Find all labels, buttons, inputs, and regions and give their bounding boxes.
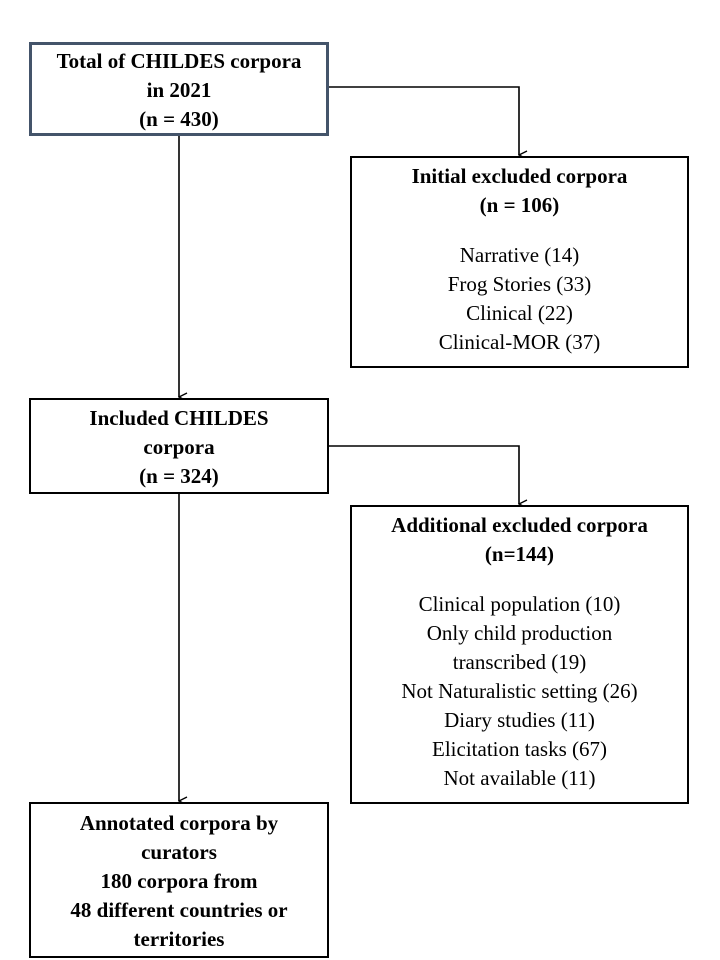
included-corpora-box: Included CHILDES corpora (n = 324) [29,398,329,494]
initial-excluded-box: Initial excluded corpora (n = 106) Narra… [350,156,689,368]
annotated-box-line: Annotated corpora by [79,811,279,835]
included-box-line: corpora [143,435,215,459]
additional-excluded-item: Not available (11) [443,766,596,790]
total-corpora-box: Total of CHILDES corpora in 2021 (n = 43… [29,42,329,136]
annotated-corpora-box: Annotated corpora by curators 180 corpor… [29,802,329,958]
initial-excluded-title: Initial excluded corpora [411,164,628,188]
annotated-box-line: curators [141,840,217,864]
additional-excluded-item: Elicitation tasks (67) [432,737,607,761]
additional-excluded-item: Clinical population (10) [418,592,621,616]
annotated-box-line: 180 corpora from [100,869,258,893]
additional-excluded-title: Additional excluded corpora [391,513,648,537]
total-box-line: in 2021 [146,78,212,102]
additional-excluded-item: Only child production [426,621,613,645]
included-box-line: Included CHILDES [89,406,269,430]
arrow-included-to-additional-excluded [329,445,519,504]
arrow-total-to-initial-excluded [329,86,519,155]
initial-excluded-item: Clinical (22) [466,301,573,325]
included-box-count: (n = 324) [139,464,219,488]
total-box-count: (n = 430) [139,107,219,131]
additional-excluded-count: (n=144) [484,542,555,566]
additional-excluded-item: Not Naturalistic setting (26) [401,679,638,703]
additional-excluded-box: Additional excluded corpora (n=144) Clin… [350,505,689,804]
total-box-line: Total of CHILDES corpora [56,49,302,73]
initial-excluded-item: Frog Stories (33) [447,272,592,296]
annotated-box-line: 48 different countries or [70,898,288,922]
initial-excluded-item: Clinical-MOR (37) [438,330,601,354]
initial-excluded-item: Narrative (14) [459,243,580,267]
annotated-box-line: territories [133,927,225,951]
initial-excluded-count: (n = 106) [479,193,560,217]
additional-excluded-item: transcribed (19) [452,650,587,674]
additional-excluded-item: Diary studies (11) [444,708,595,732]
